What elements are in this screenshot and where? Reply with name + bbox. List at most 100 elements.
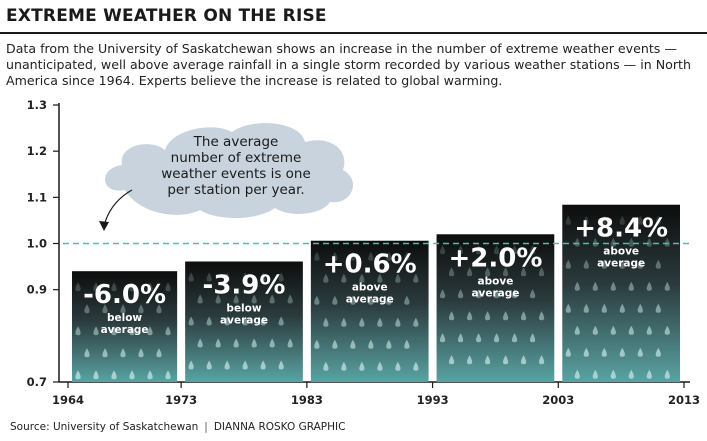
raindrop — [332, 295, 338, 305]
raindrop — [574, 325, 580, 335]
bar-note-label: above — [603, 246, 639, 258]
raindrop — [404, 251, 410, 261]
raindrop — [565, 215, 571, 225]
x-tick-label: 1993 — [417, 393, 449, 407]
raindrop — [404, 295, 410, 305]
raindrop — [448, 355, 455, 365]
raindrop — [242, 272, 248, 282]
bar — [72, 271, 178, 382]
raindrop — [111, 326, 117, 336]
raindrop — [619, 303, 625, 313]
bar-note-label: average — [346, 294, 394, 306]
bar-percent-label: -3.9% — [203, 271, 286, 301]
raindrop — [197, 294, 203, 304]
raindrop — [84, 304, 90, 314]
raindrop — [395, 361, 401, 371]
bar-note-label: above — [352, 282, 388, 294]
raindrop — [439, 245, 446, 255]
raindrop — [457, 245, 464, 255]
raindrop — [502, 355, 509, 365]
raindrop — [129, 282, 135, 292]
raindrop — [102, 348, 108, 358]
raindrop — [646, 369, 652, 379]
raindrop — [664, 325, 670, 335]
raindrop — [260, 272, 266, 282]
raindrop — [93, 370, 99, 380]
y-tick-label: 1.1 — [27, 190, 47, 204]
raindrop — [111, 370, 117, 380]
x-tick-label: 1964 — [52, 393, 84, 407]
raindrop — [448, 311, 455, 321]
raindrop — [147, 326, 153, 336]
bar-percent-label: -6.0% — [83, 280, 166, 310]
raindrop — [520, 267, 527, 277]
raindrop — [386, 295, 392, 305]
raindrop — [314, 251, 320, 261]
raindrop — [120, 348, 126, 358]
raindrop — [269, 294, 275, 304]
raindrop — [484, 355, 491, 365]
raindrop — [637, 259, 643, 269]
raindrop — [350, 251, 356, 261]
raindrop — [601, 347, 607, 357]
raindrop — [574, 369, 580, 379]
raindrop — [529, 245, 536, 255]
x-tick-label: 1973 — [165, 393, 197, 407]
raindrop — [574, 281, 580, 291]
callout-line-2: number of extreme — [171, 150, 302, 166]
raindrop — [404, 339, 410, 349]
raindrop — [592, 325, 598, 335]
raindrop — [502, 311, 509, 321]
raindrop — [538, 355, 545, 365]
raindrop — [206, 272, 212, 282]
raindrop — [448, 267, 455, 277]
raindrop — [475, 289, 482, 299]
raindrop — [520, 311, 527, 321]
raindrop — [574, 237, 580, 247]
raindrop — [233, 294, 239, 304]
bar-note-label: average — [471, 287, 519, 299]
raindrop — [610, 369, 616, 379]
credit-text: DIANNA ROSKO GRAPHIC — [213, 421, 346, 433]
raindrop — [75, 370, 81, 380]
bar — [310, 240, 429, 382]
raindrop — [538, 311, 545, 321]
raindrop — [197, 338, 203, 348]
x-tick-label: 2013 — [668, 393, 700, 407]
raindrop — [583, 259, 589, 269]
raindrop — [287, 294, 293, 304]
callout-arrowhead — [99, 221, 109, 231]
raindrop — [251, 294, 257, 304]
raindrop — [655, 303, 661, 313]
raindrop — [619, 259, 625, 269]
raindrop — [188, 316, 194, 326]
raindrop — [224, 360, 230, 370]
raindrop — [93, 326, 99, 336]
callout-line-1: The average — [193, 134, 279, 150]
raindrop — [260, 316, 266, 326]
footer-separator: | — [204, 421, 208, 433]
callout-arrow — [103, 189, 133, 227]
bar-note-label: average — [101, 324, 149, 336]
raindrop — [359, 361, 365, 371]
axes-layer: 0.7 0.9 1.0 1.1 1.2 1.3 1964 1973 1983 1993 2003 20… — [27, 98, 700, 407]
raindrop — [646, 281, 652, 291]
raindrop — [583, 215, 589, 225]
source-text: Source: University of Saskatchewan — [10, 421, 199, 433]
raindrop — [413, 361, 419, 371]
raindrop — [278, 272, 284, 282]
raindrop — [188, 272, 194, 282]
raindrop — [413, 317, 419, 327]
raindrop — [655, 347, 661, 357]
raindrop — [188, 360, 194, 370]
raindrop — [520, 355, 527, 365]
raindrop — [502, 267, 509, 277]
raindrop — [224, 272, 230, 282]
raindrop — [610, 237, 616, 247]
raindrop — [341, 317, 347, 327]
raindrop — [484, 311, 491, 321]
raindrop — [341, 361, 347, 371]
raindrop — [138, 348, 144, 358]
